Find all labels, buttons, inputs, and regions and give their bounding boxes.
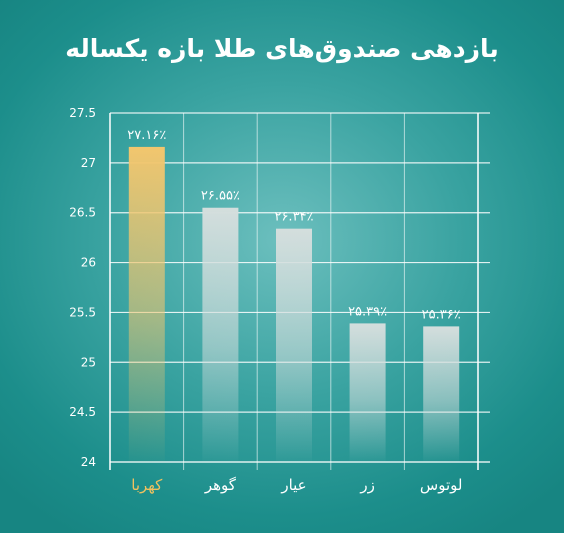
y-tick-label: 24: [81, 455, 96, 469]
category-label: زر: [359, 476, 375, 494]
bar-4: [349, 323, 386, 462]
bar-1: [128, 146, 165, 462]
chart-title: بازدهی صندوق‌های طلا بازه یکساله: [65, 34, 499, 63]
bar-layer: [128, 146, 460, 462]
bar-2: [202, 207, 239, 462]
category-label: لوتوس: [420, 476, 463, 494]
bar-3: [276, 228, 312, 462]
data-label: ۲۶.۵۵٪: [201, 189, 240, 204]
label-layer: ۲۷.۱۶٪ کهربا ۲۶.۵۵٪ گوهر ۲۶.۳۴٪ عیار ۲۵.۳۹٪ زر ۲…: [127, 128, 462, 494]
data-label: ۲۵.۳۹٪: [348, 304, 387, 319]
grid-layer: 24 24.5 25 25.5 26 26.5 27 27.5: [69, 106, 490, 470]
data-label: ۲۶.۳۴٪: [274, 210, 313, 225]
y-tick-label: 25.5: [69, 305, 96, 319]
category-label: گوهر: [204, 476, 237, 494]
y-tick-label: 26.5: [69, 206, 96, 220]
y-tick-label: 25: [81, 355, 96, 369]
y-tick-label: 27: [81, 156, 96, 170]
data-label: ۲۵.۳۶٪: [422, 307, 461, 322]
y-tick-label: 26: [81, 256, 96, 270]
category-label: کهربا: [131, 476, 163, 494]
data-label: ۲۷.۱۶٪: [127, 128, 166, 143]
y-tick-label: 24.5: [69, 405, 96, 419]
y-tick-label: 27.5: [69, 106, 96, 120]
bar-5: [423, 326, 460, 462]
category-label: عیار: [280, 476, 306, 494]
